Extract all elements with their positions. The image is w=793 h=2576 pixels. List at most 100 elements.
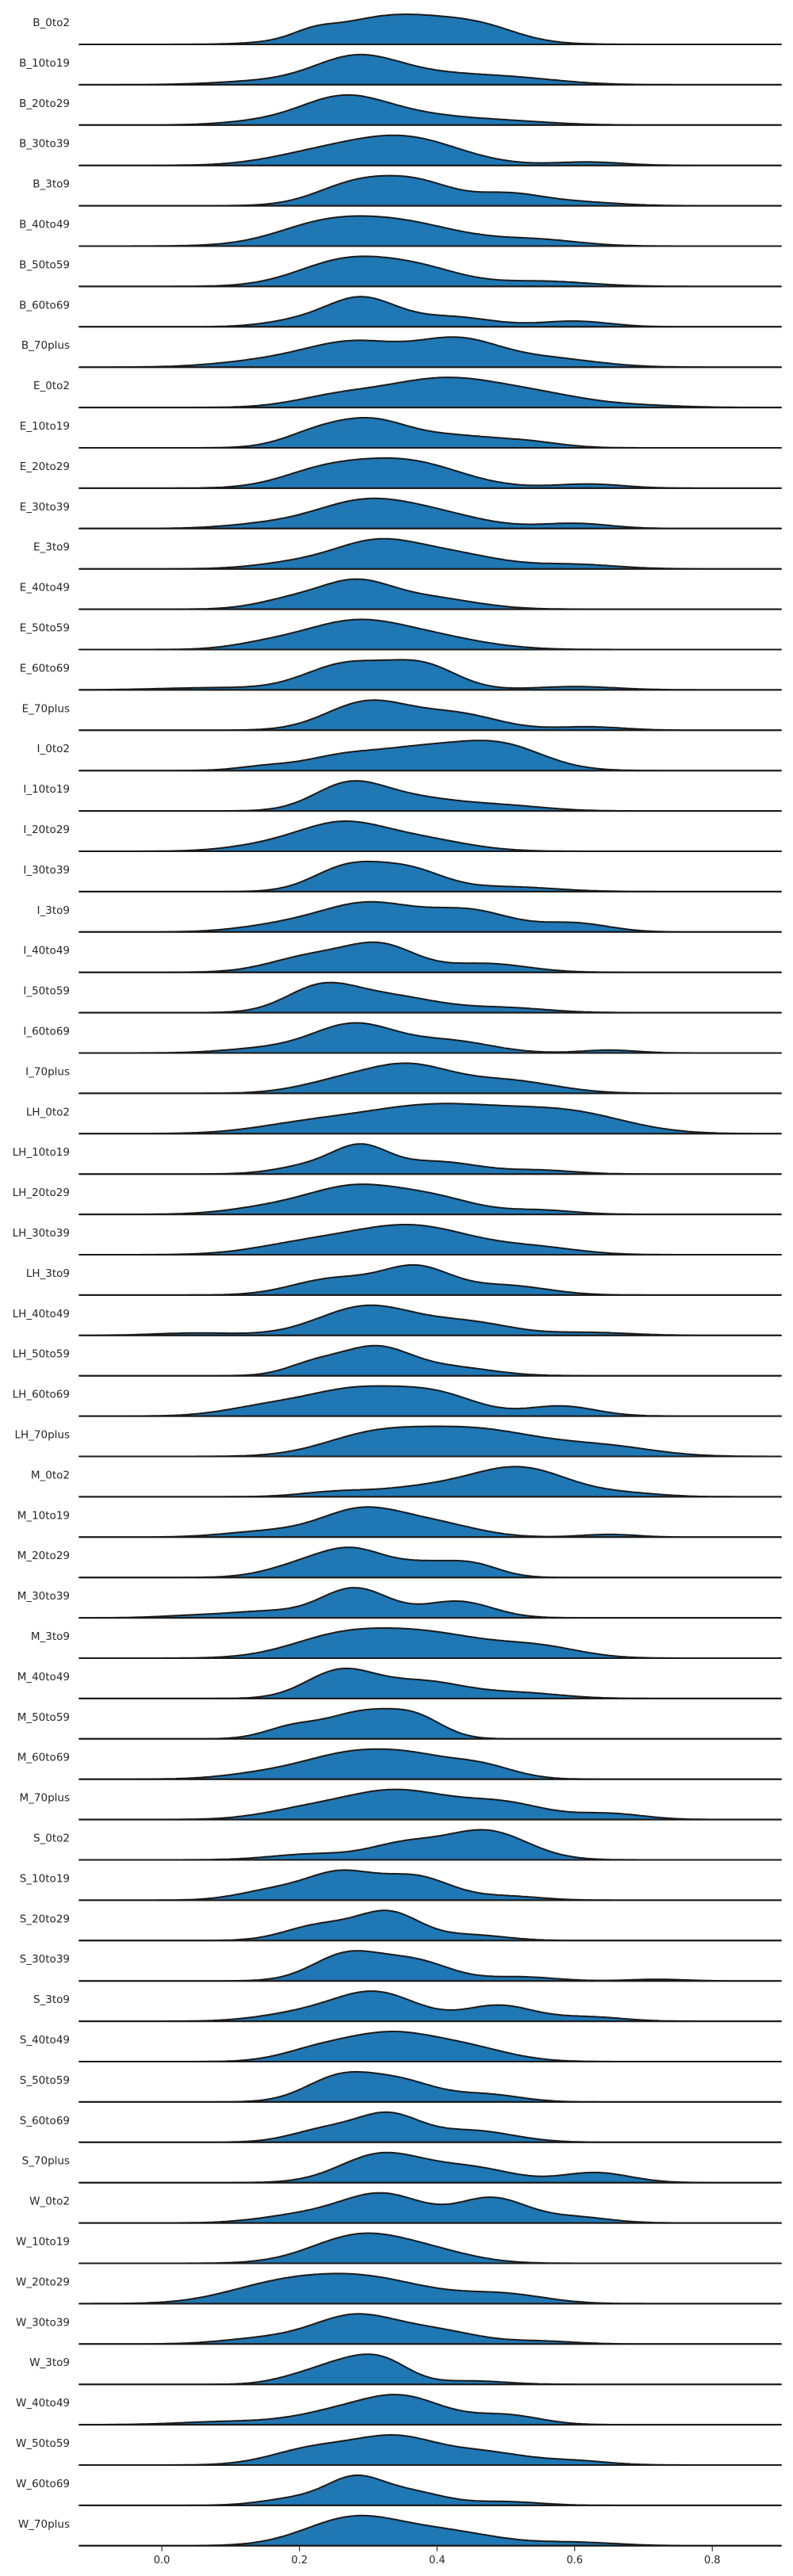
ridge-E_3to9 xyxy=(79,537,782,570)
ridge-LH_30to39 xyxy=(79,1224,782,1256)
ridge-I_40to49 xyxy=(79,941,782,973)
ridge-S_3to9 xyxy=(79,1990,782,2023)
row-label: B_60to69 xyxy=(19,299,70,311)
ridge-M_0to2 xyxy=(79,1466,782,1498)
ridge-I_60to69 xyxy=(79,1022,782,1054)
row-label: LH_70plus xyxy=(14,1429,70,1442)
row-label: W_0to2 xyxy=(29,2196,70,2208)
ridge-B_50to59 xyxy=(79,255,782,288)
ridge-W_20to29 xyxy=(79,2272,782,2305)
x-axis: 0.0 0.2 0.4 0.6 0.8 xyxy=(154,2546,721,2566)
ridge-B_60to69 xyxy=(79,296,782,328)
ridge-B_40to49 xyxy=(79,215,782,247)
ridge-E_0to2 xyxy=(79,376,782,409)
ridge-S_20to29 xyxy=(79,1909,782,1942)
ridge-LH_60to69 xyxy=(79,1385,782,1417)
ridge-B_20to29 xyxy=(79,94,782,126)
row-label: LH_60to69 xyxy=(13,1389,70,1401)
row-label: W_10to19 xyxy=(16,2236,70,2249)
row-label: B_10to19 xyxy=(19,57,70,70)
ridge-W_30to39 xyxy=(79,2313,782,2345)
ridge-LH_0to2 xyxy=(79,1103,782,1135)
ridge-I_50to59 xyxy=(79,981,782,1014)
row-label: B_30to39 xyxy=(19,138,70,151)
ridge-S_70plus xyxy=(79,2151,782,2184)
x-tick-label: 0.0 xyxy=(154,2555,170,2566)
row-label: E_70plus xyxy=(22,702,70,715)
ridge-E_20to29 xyxy=(79,457,782,489)
row-label: E_10to19 xyxy=(20,420,70,433)
ridge-S_60to69 xyxy=(79,2111,782,2143)
ridge-I_3to9 xyxy=(79,900,782,933)
x-tick-label: 0.6 xyxy=(566,2555,583,2566)
ridge-LH_3to9 xyxy=(79,1263,782,1296)
row-label: W_30to39 xyxy=(16,2316,70,2329)
row-label: LH_20to29 xyxy=(13,1187,70,1199)
row-label: M_40to49 xyxy=(17,1671,70,1684)
row-label: M_50to59 xyxy=(17,1711,70,1724)
row-label: W_60to69 xyxy=(16,2478,70,2490)
row-label: B_3to9 xyxy=(33,178,70,191)
ridge-M_30to39 xyxy=(79,1587,782,1619)
ridge-S_50to59 xyxy=(79,2070,782,2103)
ridge-E_10to19 xyxy=(79,417,782,449)
row-label: M_30to39 xyxy=(17,1590,70,1603)
row-label: S_20to29 xyxy=(20,1913,70,1925)
ridge-W_3to9 xyxy=(79,2353,782,2386)
ridge-W_50to59 xyxy=(79,2434,782,2466)
ridge-E_50to59 xyxy=(79,618,782,651)
row-label: S_40to49 xyxy=(20,2034,70,2047)
ridge-B_0to2 xyxy=(79,13,782,45)
row-label: I_0to2 xyxy=(37,743,70,755)
row-label: LH_40to49 xyxy=(13,1308,70,1320)
row-label: M_10to19 xyxy=(17,1509,70,1522)
ridge-W_70plus xyxy=(79,2514,782,2547)
row-label: M_0to2 xyxy=(31,1469,70,1481)
row-label: S_3to9 xyxy=(33,1993,70,2006)
ridge-W_0to2 xyxy=(79,2192,782,2224)
ridge-LH_70plus xyxy=(79,1425,782,1458)
row-label: M_60to69 xyxy=(17,1752,70,1764)
row-label: S_50to59 xyxy=(20,2074,70,2087)
row-label: I_3to9 xyxy=(37,904,70,917)
row-label: B_0to2 xyxy=(33,17,70,29)
row-label: S_70plus xyxy=(22,2155,70,2168)
ridge-E_40to49 xyxy=(79,578,782,610)
row-label: S_30to39 xyxy=(20,1953,70,1966)
ridge-B_30to39 xyxy=(79,134,782,166)
row-label: LH_10to19 xyxy=(13,1146,70,1159)
ridge-E_30to39 xyxy=(79,497,782,529)
ridge-LH_20to29 xyxy=(79,1183,782,1216)
ridge-S_10to19 xyxy=(79,1869,782,1901)
row-label: LH_3to9 xyxy=(26,1267,70,1280)
ridge-I_30to39 xyxy=(79,860,782,892)
row-label: W_40to49 xyxy=(16,2397,70,2410)
ridge-LH_40to49 xyxy=(79,1304,782,1336)
row-label: E_20to29 xyxy=(20,461,70,473)
row-label: E_3to9 xyxy=(33,541,70,554)
row-label: B_50to59 xyxy=(19,258,70,271)
row-label: W_50to59 xyxy=(16,2437,70,2450)
ridge-S_30to39 xyxy=(79,1950,782,1982)
ridge-B_70plus xyxy=(79,336,782,369)
ridge-W_10to19 xyxy=(79,2232,782,2265)
row-label: LH_30to39 xyxy=(13,1227,70,1240)
ridge-I_0to2 xyxy=(79,740,782,772)
ridges xyxy=(79,13,782,2547)
row-label: S_10to19 xyxy=(20,1872,70,1885)
row-label: W_3to9 xyxy=(29,2356,70,2369)
row-label: I_40to49 xyxy=(23,945,70,957)
row-label: I_30to39 xyxy=(23,864,70,877)
ridge-B_10to19 xyxy=(79,53,782,86)
row-label: I_60to69 xyxy=(23,1026,70,1038)
ridge-I_20to29 xyxy=(79,820,782,852)
row-label: M_20to29 xyxy=(17,1550,70,1562)
row-label: I_20to29 xyxy=(23,824,70,836)
row-label: E_50to59 xyxy=(20,622,70,635)
ridge-B_3to9 xyxy=(79,174,782,207)
ridge-M_10to19 xyxy=(79,1506,782,1538)
x-tick-label: 0.4 xyxy=(429,2555,446,2566)
row-labels: B_0to2 B_10to19 B_20to29 B_30to39 B_3to9 B_40… xyxy=(13,17,70,2531)
row-label: S_0to2 xyxy=(33,1833,70,1845)
